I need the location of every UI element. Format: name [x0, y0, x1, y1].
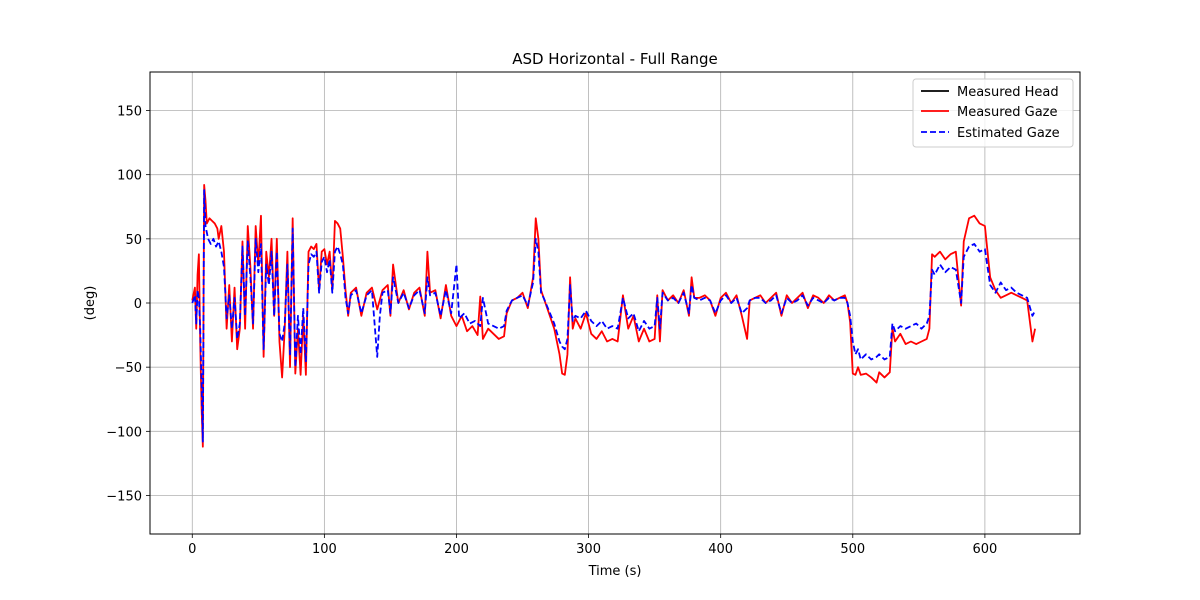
x-tick-label: 0 [188, 542, 196, 557]
legend-label-estimated-gaze: Estimated Gaze [957, 126, 1060, 141]
x-axis-label: Time (s) [588, 564, 642, 579]
legend-label-measured-gaze: Measured Gaze [957, 105, 1058, 120]
x-tick-label: 200 [444, 542, 469, 557]
y-tick-label: 100 [117, 169, 142, 184]
x-tick-label: 300 [576, 542, 601, 557]
plot-area [191, 184, 1036, 448]
y-axis-label: (deg) [83, 286, 98, 321]
x-tick-label: 600 [972, 542, 997, 557]
y-tick-label: 0 [134, 297, 142, 312]
series-layer [191, 184, 1036, 448]
y-tick-label: −50 [115, 361, 142, 376]
y-tick-label: −100 [106, 425, 142, 440]
x-tick-label: 100 [312, 542, 337, 557]
y-tick-label: 150 [117, 105, 142, 120]
legend-box [912, 78, 1074, 148]
x-axis-ticks: 0 100 200 300 400 500 600 [188, 534, 997, 557]
chart-title: ASD Horizontal - Full Range [512, 50, 718, 68]
series-line-estimated-gaze [191, 189, 1036, 443]
y-tick-label: −150 [106, 490, 142, 505]
x-tick-label: 400 [708, 542, 733, 557]
legend-label-measured-head: Measured Head [957, 85, 1059, 100]
grid [150, 72, 1080, 534]
x-tick-label: 500 [840, 542, 865, 557]
legend: Measured Head Measured Gaze Estimated Ga… [912, 78, 1074, 148]
y-tick-label: 50 [125, 233, 142, 248]
y-axis-ticks: −150 −100 −50 0 50 100 150 [106, 105, 150, 505]
